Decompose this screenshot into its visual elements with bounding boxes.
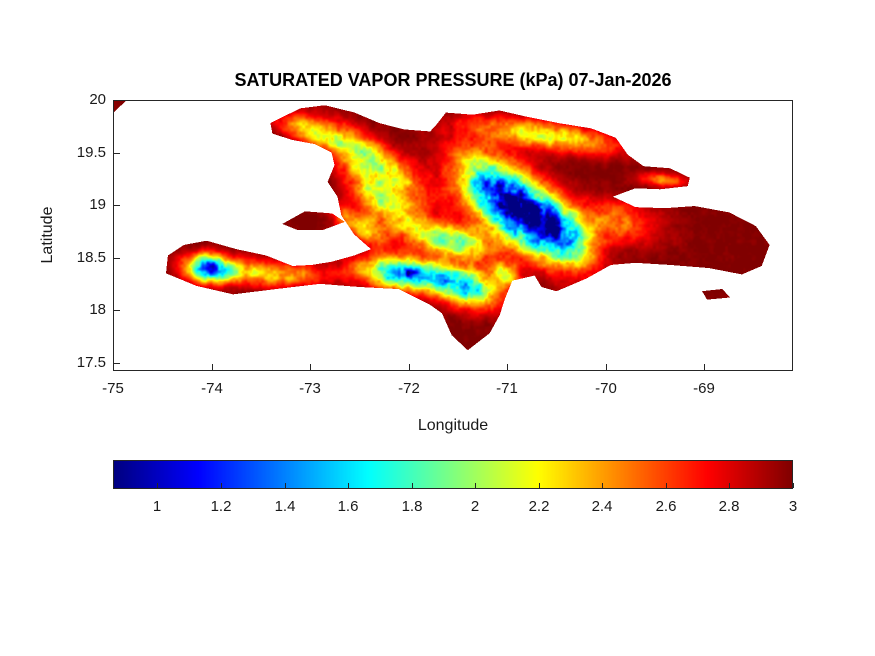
x-tick-label: -72 xyxy=(398,380,420,397)
colorbar-tick-label: 3 xyxy=(788,498,798,515)
colorbar-gradient-canvas xyxy=(113,460,793,489)
heatmap-canvas xyxy=(113,100,793,371)
chart-title: SATURATED VAPOR PRESSURE (kPa) 07-Jan-20… xyxy=(234,70,672,90)
x-tick-label: -71 xyxy=(496,380,518,397)
y-tick-label: 17.5 xyxy=(76,354,106,371)
y-tick-label: 18 xyxy=(89,301,106,318)
x-tick-label: -74 xyxy=(201,380,223,397)
colorbar-tick-label: 2.2 xyxy=(528,498,550,515)
x-axis-label: Longitude xyxy=(417,417,489,434)
x-tick-label: -73 xyxy=(299,380,321,397)
y-tick-label: 19.5 xyxy=(76,144,106,161)
colorbar-tick-label: 1.4 xyxy=(274,498,296,515)
x-tick-label: -70 xyxy=(595,380,617,397)
colorbar-tick-label: 2 xyxy=(470,498,480,515)
colorbar-tick-label: 1 xyxy=(152,498,162,515)
colorbar-tick-label: 2.4 xyxy=(591,498,613,515)
x-tick-label: -75 xyxy=(102,380,124,397)
y-tick-label: 20 xyxy=(89,91,106,108)
y-axis-label: Latitude xyxy=(39,206,56,264)
x-tick-label: -69 xyxy=(693,380,715,397)
plot-area xyxy=(113,100,793,371)
colorbar-tick-label: 2.6 xyxy=(655,498,677,515)
colorbar-tick-label: 1.8 xyxy=(401,498,423,515)
colorbar-tick-label: 1.6 xyxy=(337,498,359,515)
colorbar-tick-label: 1.2 xyxy=(210,498,232,515)
colorbar xyxy=(113,460,793,489)
colorbar-tick-mark xyxy=(793,483,794,488)
colorbar-tick-label: 2.8 xyxy=(718,498,740,515)
